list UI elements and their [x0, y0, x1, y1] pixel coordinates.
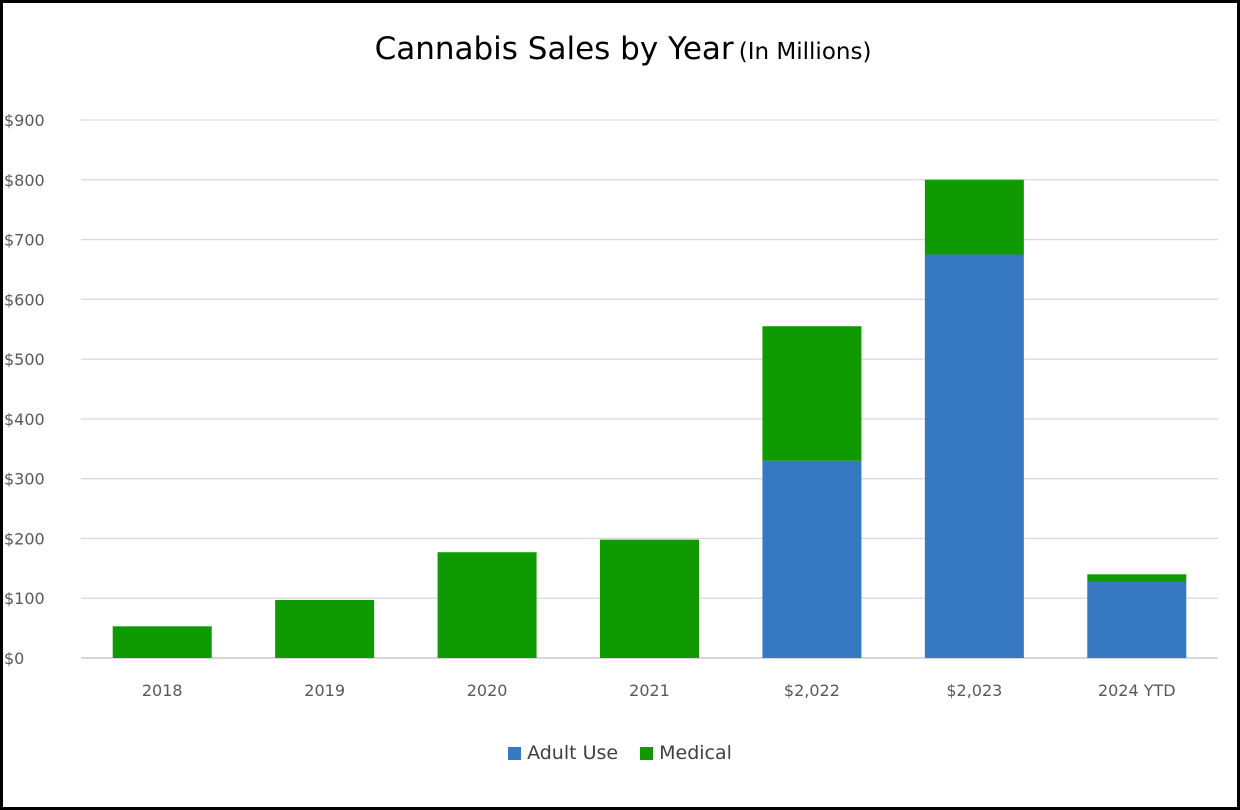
- bar-medical-2024ytd: [1087, 574, 1187, 582]
- bar-adult-use-2023: [924, 254, 1024, 658]
- chart-title-subtitle: (In Millions): [738, 39, 872, 65]
- y-tick-label: $700: [4, 231, 45, 250]
- chart-title-main: Cannabis Sales by Year: [374, 31, 734, 67]
- y-tick-label: $800: [4, 171, 45, 190]
- legend-swatch-medical: [640, 746, 654, 760]
- y-tick-label: $600: [4, 290, 45, 309]
- legend-label-adult-use: Adult Use: [527, 742, 619, 764]
- bar-medical-2023: [924, 179, 1024, 255]
- y-tick-label: $0: [4, 649, 24, 668]
- y-tick-label: $100: [4, 589, 45, 608]
- bar-medical-2020: [437, 552, 537, 658]
- x-tick-label: 2024 YTD: [1098, 681, 1176, 700]
- bar-medical-2021: [600, 539, 699, 658]
- x-tick-label: $2,022: [784, 681, 840, 700]
- bar-medical-2018: [112, 626, 212, 658]
- bar-medical-2019: [275, 600, 375, 658]
- bar-medical-2022: [762, 326, 862, 461]
- legend-label-medical: Medical: [659, 742, 732, 764]
- bar-adult-use-2022: [762, 460, 862, 658]
- legend-swatch-adult-use: [508, 746, 522, 760]
- x-tick-label: 2018: [142, 681, 183, 700]
- legend-item-adult-use: Adult Use: [508, 742, 618, 764]
- y-tick-label: $500: [4, 350, 45, 369]
- chart-legend: Adult Use Medical: [0, 742, 1240, 764]
- chart-title: Cannabis Sales by Year (In Millions): [3, 31, 1240, 67]
- bar-adult-use-2024ytd: [1087, 581, 1187, 658]
- y-tick-label: $400: [4, 410, 45, 429]
- x-tick-label: 2020: [467, 681, 508, 700]
- y-tick-label: $900: [4, 111, 45, 130]
- legend-item-medical: Medical: [640, 742, 732, 764]
- y-tick-label: $300: [4, 470, 45, 489]
- y-tick-label: $200: [4, 529, 45, 548]
- x-tick-label: 2019: [304, 681, 345, 700]
- x-tick-label: 2021: [629, 681, 670, 700]
- x-tick-label: $2,023: [946, 681, 1002, 700]
